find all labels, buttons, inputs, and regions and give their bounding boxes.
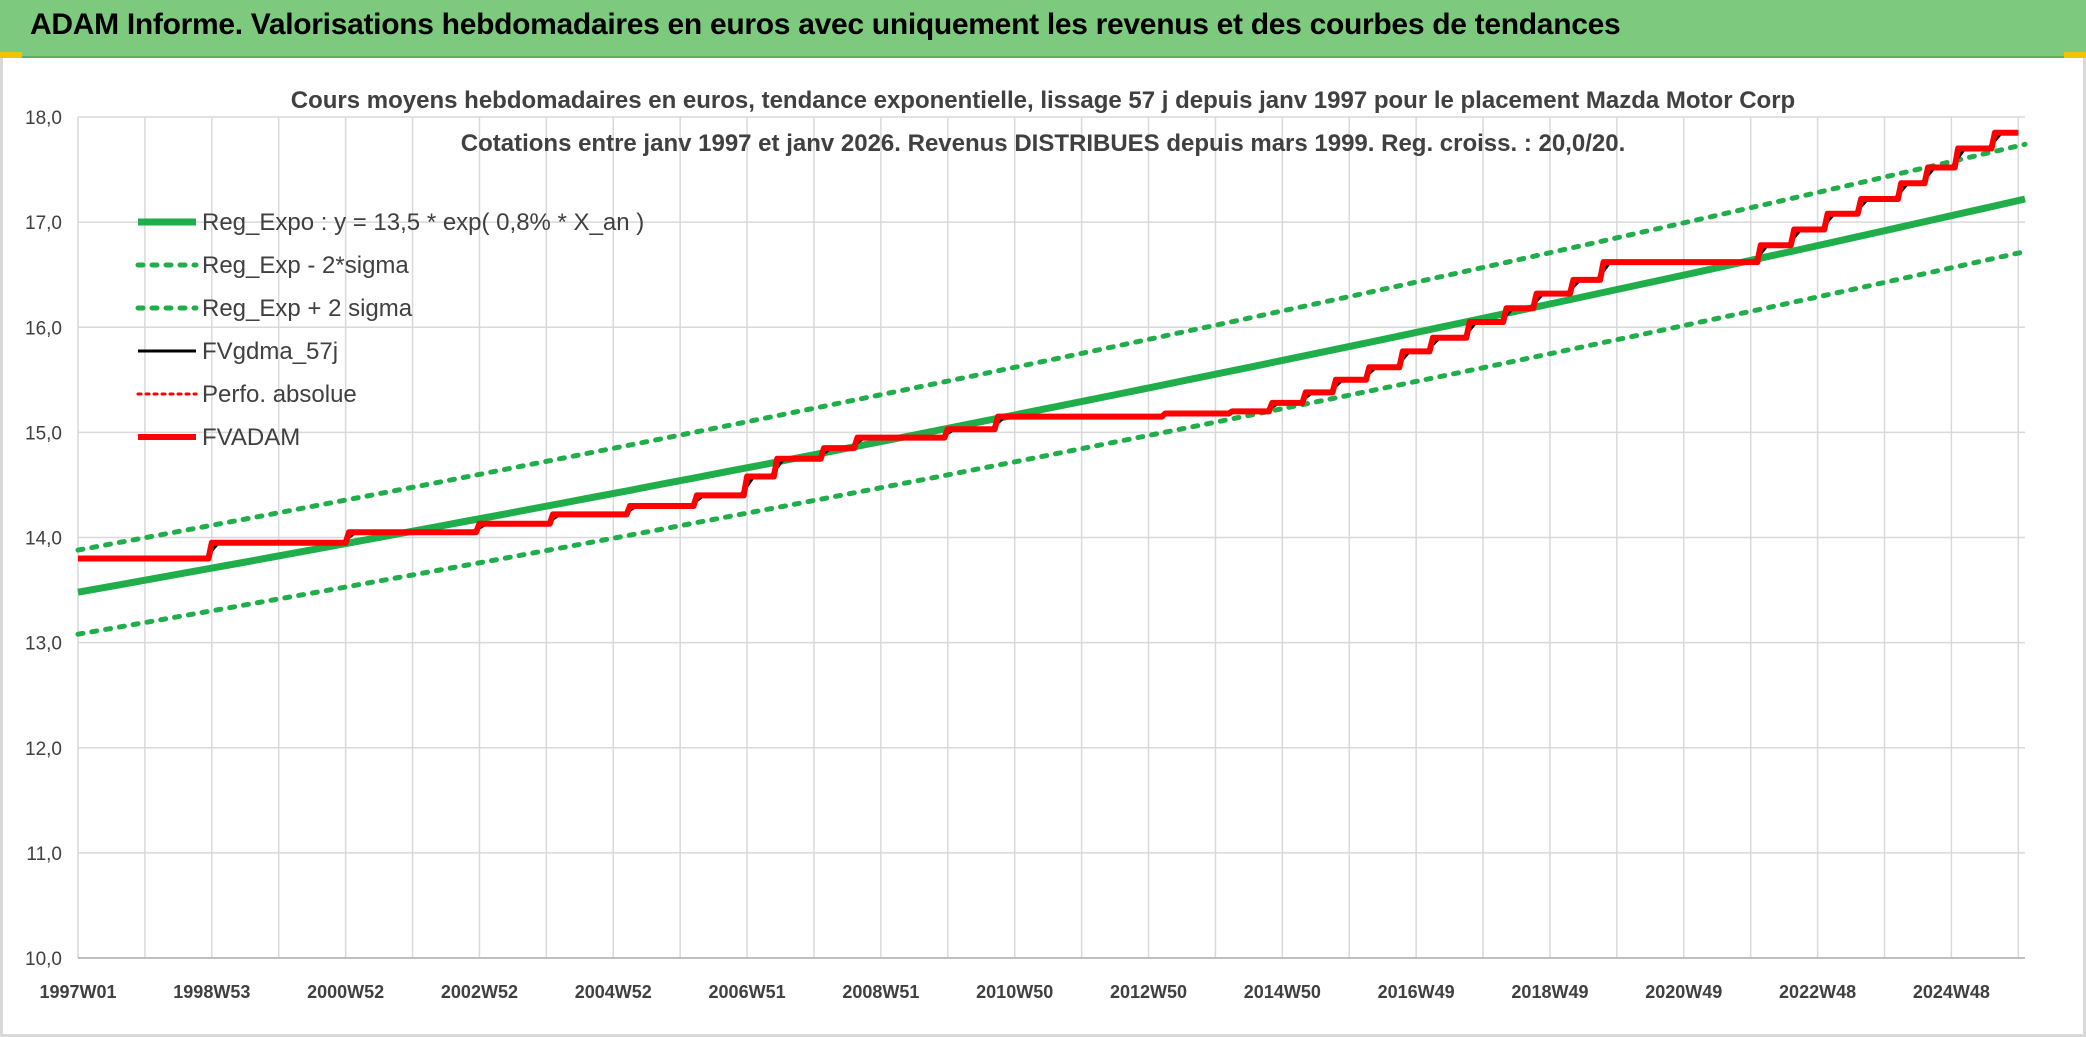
x-tick-label: 2016W49 xyxy=(1378,982,1455,1002)
y-tick-label: 13,0 xyxy=(25,634,62,655)
y-tick-label: 15,0 xyxy=(25,423,62,444)
y-tick-label: 14,0 xyxy=(25,529,62,550)
y-tick-label: 16,0 xyxy=(25,318,62,339)
legend-label: FVADAM xyxy=(202,424,300,451)
x-tick-label: 2024W48 xyxy=(1913,982,1990,1002)
y-tick-label: 12,0 xyxy=(25,739,62,760)
header-bar: ADAM Informe. Valorisations hebdomadaire… xyxy=(0,0,2086,58)
x-tick-label: 2000W52 xyxy=(307,982,384,1002)
legend-label: FVgdma_57j xyxy=(202,338,338,365)
x-tick-label: 2008W51 xyxy=(842,982,919,1002)
x-tick-label: 2022W48 xyxy=(1779,982,1856,1002)
y-tick-label: 18,0 xyxy=(25,108,62,129)
y-tick-label: 11,0 xyxy=(26,844,62,865)
x-tick-label: 1998W53 xyxy=(173,982,250,1002)
x-tick-label: 2020W49 xyxy=(1645,982,1722,1002)
legend-label: Reg_Exp + 2 sigma xyxy=(202,295,413,322)
legend-label: Reg_Expo : y = 13,5 * exp( 0,8% * X_an ) xyxy=(202,209,644,236)
x-tick-label: 2002W52 xyxy=(441,982,518,1002)
x-tick-label: 2012W50 xyxy=(1110,982,1187,1002)
y-tick-label: 17,0 xyxy=(25,213,62,234)
x-tick-label: 2018W49 xyxy=(1511,982,1588,1002)
chart-title-line2: Cotations entre janv 1997 et janv 2026. … xyxy=(460,130,1626,157)
x-tick-label: 2010W50 xyxy=(976,982,1053,1002)
x-tick-label: 1997W01 xyxy=(39,982,116,1002)
corner-marker-left xyxy=(0,52,22,58)
chart-title-line1: Cours moyens hebdomadaires en euros, ten… xyxy=(290,87,1796,114)
x-tick-label: 2004W52 xyxy=(575,982,652,1002)
corner-marker-right xyxy=(2064,52,2086,58)
y-tick-label: 10,0 xyxy=(25,949,62,970)
series-line-fvadam xyxy=(78,129,2019,562)
series-line-reg-exp-2-sigma xyxy=(75,141,2028,553)
legend-label: Perfo. absolue xyxy=(202,381,357,408)
x-tick-label: 2014W50 xyxy=(1244,982,1321,1002)
legend-label: Reg_Exp - 2*sigma xyxy=(202,252,409,279)
series-line-reg-exp-2-sigma xyxy=(75,249,2028,637)
page-title: ADAM Informe. Valorisations hebdomadaire… xyxy=(30,8,1621,41)
x-tick-label: 2006W51 xyxy=(709,982,786,1002)
